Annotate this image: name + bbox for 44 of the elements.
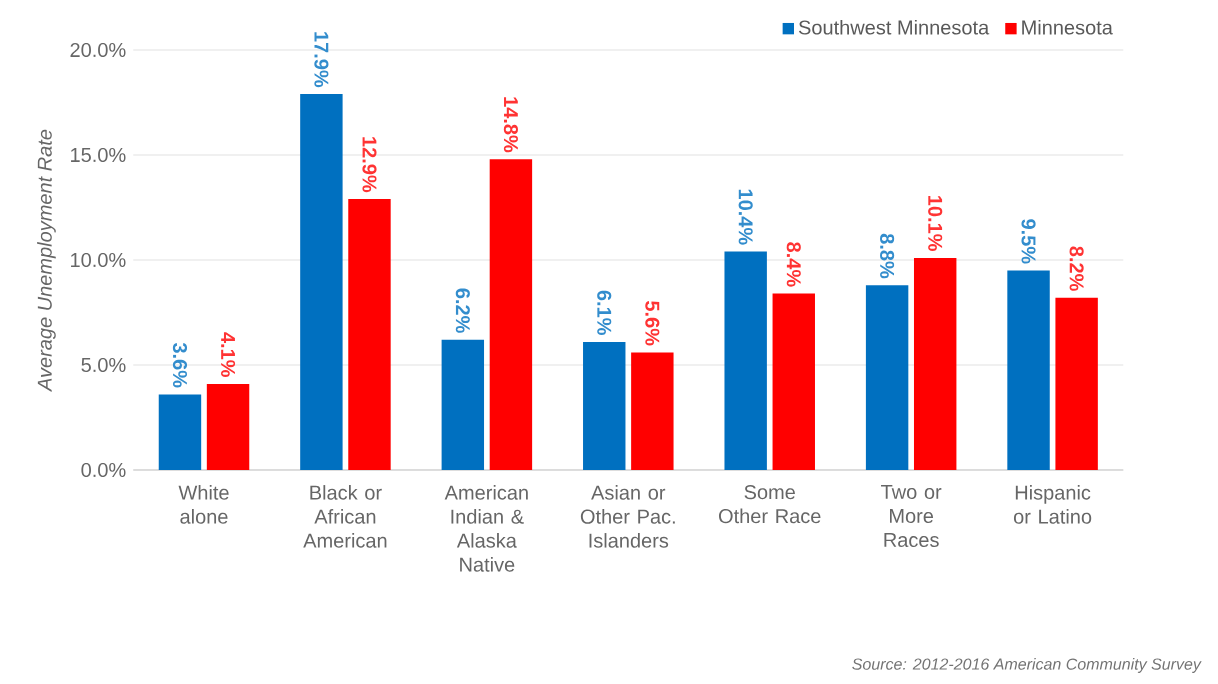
x-tick-label: Two or More Races xyxy=(881,485,942,548)
x-tick-label: Hispanic or Latino xyxy=(1013,485,1092,524)
y-tick-label: 10.0% xyxy=(71,252,126,268)
data-label: 17.9% xyxy=(314,32,329,88)
y-tick-label: 5.0% xyxy=(81,357,126,373)
bar xyxy=(1055,297,1098,470)
data-label: 10.4% xyxy=(738,189,753,245)
x-tick-label: Some Other Race xyxy=(718,485,821,524)
data-label: 14.8% xyxy=(503,97,518,153)
data-label: 6.1% xyxy=(597,290,612,335)
data-label: 5.6% xyxy=(645,301,660,346)
bar xyxy=(724,251,767,470)
y-tick-label: 15.0% xyxy=(71,147,126,163)
data-label: 8.4% xyxy=(786,242,801,287)
x-tick-label: Black or African American xyxy=(303,485,387,548)
y-tick-label: 20.0% xyxy=(70,42,126,58)
bar xyxy=(348,199,391,470)
y-tick-label: 0.0% xyxy=(81,462,126,478)
data-label: 8.2% xyxy=(1069,246,1084,291)
bar xyxy=(1007,270,1050,470)
x-tick-label: White alone xyxy=(178,485,229,524)
bar xyxy=(489,159,533,470)
data-label: 12.9% xyxy=(362,137,377,193)
data-label: 8.8% xyxy=(880,233,895,279)
bar xyxy=(441,339,485,470)
data-label: 4.1% xyxy=(221,332,236,377)
x-tick-label: Asian or Other Pac. Islanders xyxy=(580,485,675,548)
bar xyxy=(300,94,343,470)
bar xyxy=(631,352,674,470)
data-label: 3.6% xyxy=(172,342,188,388)
source-note: Source: 2012-2016 American Community Survey xyxy=(852,658,1202,673)
data-label: 10.1% xyxy=(928,196,943,251)
x-tick-label: American Indian & Alaska Native xyxy=(444,485,528,572)
bar xyxy=(772,293,815,470)
bar xyxy=(865,285,909,470)
bar xyxy=(913,257,957,470)
y-axis-title: Average Unemployment Rate xyxy=(37,129,56,392)
data-label: 9.5% xyxy=(1021,219,1036,264)
bar xyxy=(158,394,202,470)
bar xyxy=(583,341,626,470)
legend-label: Southwest Minnesota xyxy=(798,19,990,35)
legend-label: Minnesota xyxy=(1022,19,1113,35)
bar xyxy=(206,383,250,470)
data-label: 6.2% xyxy=(455,288,470,333)
